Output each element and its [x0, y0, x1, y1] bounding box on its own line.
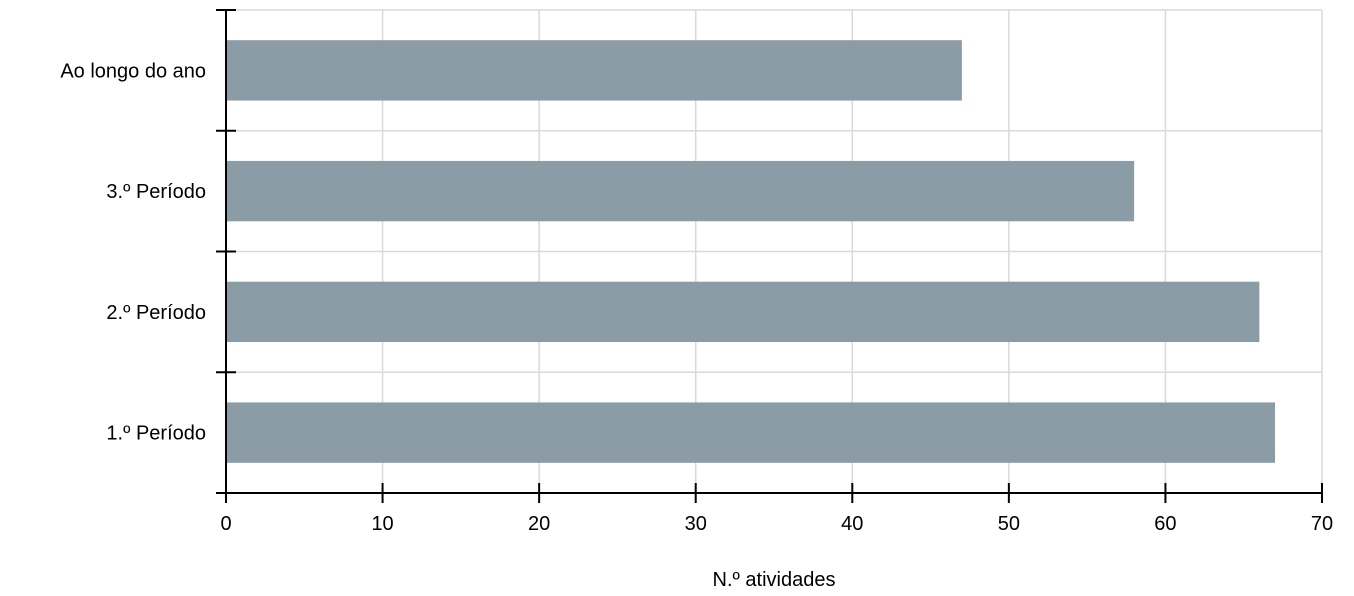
bar-2: [226, 281, 1260, 343]
category-label-3: 1.º Período: [106, 423, 206, 445]
x-tick-label-10: 10: [371, 513, 393, 535]
x-axis-title: N.º atividades: [713, 569, 836, 591]
category-label-1: 3.º Período: [106, 181, 206, 203]
bars: [226, 40, 1276, 463]
x-tick-label-0: 0: [220, 513, 231, 535]
bar-1: [226, 160, 1135, 222]
category-label-0: Ao longo do ano: [60, 60, 206, 82]
bar-3: [226, 402, 1276, 463]
bar-0: [226, 40, 962, 101]
x-tick-label-20: 20: [528, 513, 550, 535]
x-tick-label-30: 30: [685, 513, 707, 535]
axes: [216, 9, 1323, 503]
labels: 0 10 20 30 40 50 60 70 Ao longo do ano 3.º Períod…: [60, 60, 1333, 535]
x-tick-label-70: 70: [1311, 513, 1333, 535]
x-tick-label-50: 50: [998, 513, 1020, 535]
x-tick-label-60: 60: [1154, 513, 1176, 535]
x-tick-label-40: 40: [841, 513, 863, 535]
category-label-2: 2.º Período: [106, 302, 206, 324]
